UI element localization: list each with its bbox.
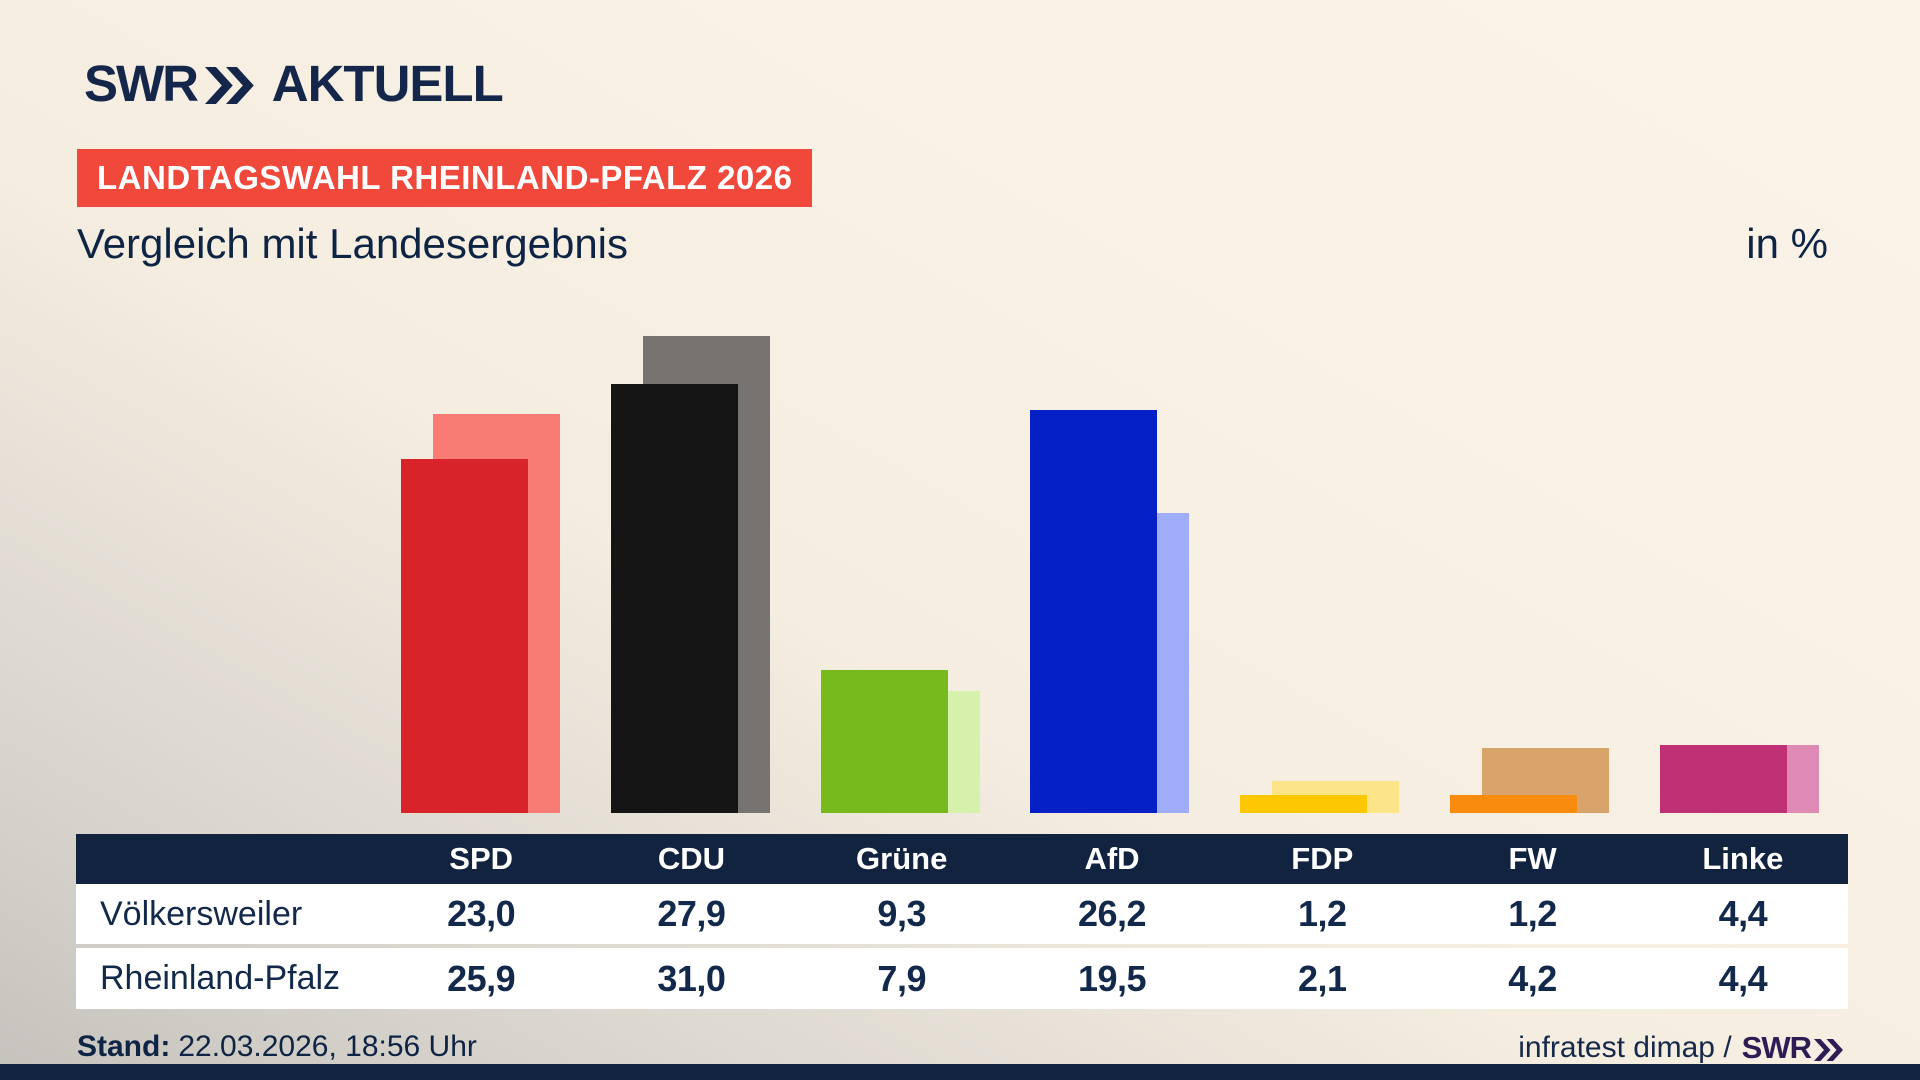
table-cell-grüne: 7,9 [877,957,926,999]
source-credit: infratest dimap / SWR [1518,1030,1843,1066]
logo-double-chevron-icon [204,67,254,104]
unit-label: in % [1746,220,1828,267]
bar-front-linke [1660,745,1787,813]
table-header-row: SPD CDU Grüne AfD FDP FW Linke [76,834,1848,884]
stand-label: Stand: [77,1030,171,1063]
table-cell-cdu: 31,0 [657,957,726,999]
table-row: Rheinland-Pfalz 25,9 31,0 7,9 19,5 2,1 4,2 4,4 [76,948,1848,1009]
timestamp: Stand: 22.03.2026, 18:56 Uhr [77,1030,477,1064]
logo-aktuell-text: AKTUELL [271,55,504,112]
table-header-cell-spd: SPD [449,841,514,876]
stand-value: 22.03.2026, 18:56 Uhr [178,1030,477,1063]
table-header-cell-grüne: Grüne [856,841,948,876]
table-header-cell-linke: Linke [1702,841,1784,876]
table-cell-fw: 4,2 [1508,957,1557,999]
table-cell-fdp: 1,2 [1298,893,1347,934]
source-brand-text: SWR [1741,1030,1812,1065]
table-cell-fdp: 2,1 [1298,957,1347,999]
bottom-accent-bar [0,1064,1920,1080]
table-cell-spd: 25,9 [447,957,516,999]
bar-front-grüne [821,670,948,813]
bar-front-spd [401,459,528,813]
bar-front-fdp [1240,795,1367,813]
table-cell-fw: 1,2 [1508,893,1557,934]
table-header-cell-cdu: CDU [657,841,725,876]
table-row-label: Rheinland-Pfalz [100,959,341,997]
table-cell-afd: 19,5 [1077,957,1147,999]
logo-swr-text: SWR [84,55,199,112]
table-cell-afd: 26,2 [1077,893,1147,934]
table-cell-spd: 23,0 [447,893,516,934]
table-header-cell-fdp: FDP [1291,841,1354,876]
chart-title: Vergleich mit Landesergebnis [77,220,629,267]
table-row: Völkersweiler 23,0 27,9 9,3 26,2 1,2 1,2 4,4 [76,884,1848,944]
swr-aktuell-logo: SWR AKTUELL [84,54,504,113]
table-header-cell-afd: AfD [1084,841,1140,876]
table-cell-linke: 4,4 [1718,957,1768,999]
election-badge: LANDTAGSWAHL RHEINLAND-PFALZ 2026 [77,149,813,207]
table-header-cell-fw: FW [1508,841,1557,876]
source-double-chevron-icon [1814,1038,1843,1061]
bar-front-cdu [611,384,738,813]
source-text: infratest dimap / [1518,1031,1732,1064]
table-row-label: Völkersweiler [100,894,303,933]
bar-front-afd [1030,410,1157,813]
table-cell-linke: 4,4 [1718,893,1768,934]
bar-chart [401,336,1819,813]
bar-front-fw [1450,795,1577,813]
table-cell-grüne: 9,3 [877,893,926,934]
table-cell-cdu: 27,9 [657,893,726,934]
